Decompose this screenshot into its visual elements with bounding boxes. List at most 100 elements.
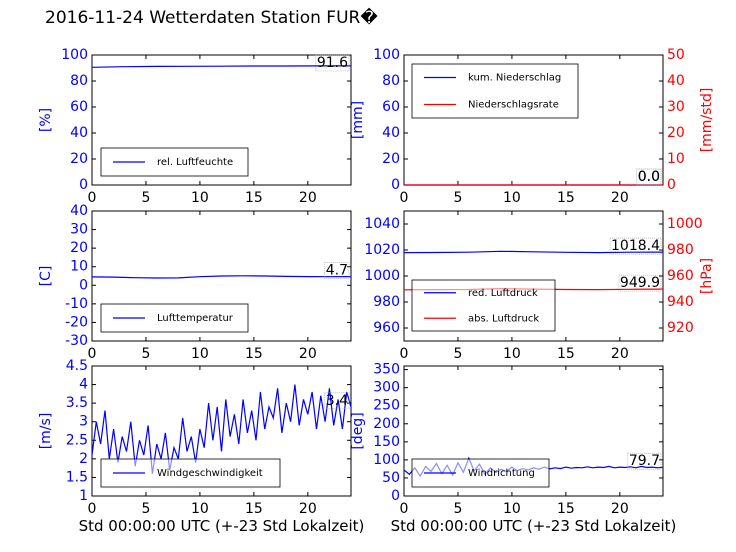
y-tick-label: 20 — [70, 151, 88, 167]
y-tick-label: 1020 — [364, 242, 400, 258]
value-label-box — [324, 262, 350, 279]
y-tick-label: 980 — [373, 294, 400, 310]
legend-entry: kum. Niederschlag — [468, 73, 561, 84]
y-tick-label: 960 — [373, 320, 400, 336]
x-tick-label: 10 — [503, 501, 521, 517]
x-tick-label: 0 — [88, 501, 97, 517]
x-tick-label: 0 — [400, 190, 409, 206]
chart-pressure: 0 5 10 15 20 960 980 1000 1020 1040 920 940 960 980 10… — [364, 210, 715, 362]
y2-tick-label: 960 — [667, 268, 694, 284]
y2-tick-label: 1000 — [667, 216, 703, 232]
x-tick-label: 5 — [141, 346, 150, 362]
x-tick-label: 5 — [453, 501, 462, 517]
value-label-box — [609, 237, 662, 255]
y-tick-label: 4.5 — [66, 358, 88, 374]
plot-frame — [403, 365, 664, 497]
x-tick-label: 0 — [400, 501, 409, 517]
legend-box — [411, 63, 579, 119]
y-tick-label: 50 — [382, 470, 400, 486]
x-tick-label: 20 — [299, 346, 317, 362]
y-tick-label: 1040 — [364, 216, 400, 232]
last-value-label: 3.4 — [326, 393, 348, 409]
y-tick-label: 10 — [70, 259, 88, 275]
x-tick-label: 0 — [88, 346, 97, 362]
x-axis-label: Std 00:00:00 UTC (+-23 Std Lokalzeit) — [391, 517, 677, 535]
y2-axis-label: [mm/std] — [699, 88, 715, 153]
y-tick-label: 1000 — [364, 268, 400, 284]
chart-humidity: 0 5 10 15 20 0 20 40 60 80 100 [%] rel. Luftfeuchte 9… — [38, 47, 352, 206]
y-tick-label: 80 — [382, 73, 400, 89]
plot-frame — [91, 365, 352, 497]
plot-frame — [91, 210, 352, 342]
x-tick-label: 0 — [88, 190, 97, 206]
x-tick-label: 15 — [245, 501, 263, 517]
y2-tick-label: 940 — [667, 294, 694, 310]
series-line-0 — [91, 65, 351, 68]
y-tick-label: 20 — [382, 151, 400, 167]
legend-entry: red. Luftdruck — [468, 288, 538, 299]
y-tick-label: 300 — [373, 380, 400, 396]
y-tick-label: 1 — [79, 488, 88, 504]
x-tick-label: 20 — [299, 190, 317, 206]
y-tick-label: 3.5 — [66, 395, 88, 411]
y-tick-label: 1.5 — [66, 469, 88, 485]
y-axis-label: [deg] — [350, 412, 366, 449]
y-tick-label: 350 — [373, 362, 400, 378]
last-value-label-2: 949.9 — [620, 275, 660, 291]
y-tick-label: 40 — [70, 125, 88, 141]
x-tick-label: 15 — [557, 501, 575, 517]
y-tick-label: 100 — [61, 47, 88, 63]
y-tick-label: 0 — [79, 177, 88, 193]
chart-temperature: 0 5 10 15 20 -30 -20 -10 0 10 20 30 40 [C] Lufttempera… — [38, 203, 352, 362]
x-tick-label: 10 — [191, 190, 209, 206]
x-tick-label: 15 — [557, 346, 575, 362]
page-title: 2016-11-24 Wetterdaten Station FUR� — [45, 8, 378, 28]
y2-tick-label: 20 — [667, 125, 685, 141]
legend-entry: Windgeschwindigkeit — [157, 468, 263, 479]
value-label-box — [636, 168, 662, 186]
y-tick-label: 40 — [70, 203, 88, 219]
x-tick-label: 5 — [141, 190, 150, 206]
x-tick-label: 15 — [245, 346, 263, 362]
y-tick-label: 2 — [79, 451, 88, 467]
y2-tick-label: 920 — [667, 320, 694, 336]
plot-frame — [91, 54, 352, 186]
y-axis-label: [%] — [38, 108, 54, 132]
y2-tick-label: 0 — [667, 177, 676, 193]
legend-entry: rel. Luftfeuchte — [157, 157, 233, 168]
legend-entry: Niederschlagsrate — [468, 100, 559, 111]
y2-tick-label: 40 — [667, 73, 685, 89]
y-tick-label: 150 — [373, 434, 400, 450]
x-tick-label: 10 — [503, 346, 521, 362]
y-tick-label: 200 — [373, 416, 400, 432]
value-label-box — [618, 274, 662, 292]
x-tick-label: 20 — [611, 501, 629, 517]
y-tick-label: 60 — [382, 99, 400, 115]
x-axis-label: Std 00:00:00 UTC (+-23 Std Lokalzeit) — [79, 517, 365, 535]
y-tick-label: -10 — [65, 296, 88, 312]
y-tick-label: -30 — [65, 333, 88, 349]
series-line-0 — [403, 250, 664, 254]
last-value-label: 1018.4 — [611, 238, 660, 254]
x-tick-label: 5 — [141, 501, 150, 517]
legend-entry: abs. Luftdruck — [468, 313, 539, 324]
last-value-label-2: 0.0 — [638, 169, 660, 185]
y-tick-label: 3 — [79, 414, 88, 430]
y-tick-label: 80 — [70, 73, 88, 89]
x-tick-label: 5 — [453, 346, 462, 362]
chart-wind_speed: 0 5 10 15 20 1 1.5 2 2.5 3 3.5 4 4.5 [m/s] Std 00:00:0… — [38, 358, 364, 535]
y-tick-label: 20 — [70, 240, 88, 256]
last-value-label: 79.7 — [629, 453, 660, 469]
chart-precipitation: 0 5 10 15 20 0 20 40 60 80 100 0 10 20 30 40 50 [mm/std] [… — [350, 47, 715, 206]
y-axis-label: [mm] — [350, 101, 366, 139]
value-label-box — [324, 392, 350, 410]
x-tick-label: 20 — [611, 346, 629, 362]
y-axis-label: [m/s] — [38, 413, 54, 450]
y-tick-label: 250 — [373, 398, 400, 414]
y-tick-label: 2.5 — [66, 432, 88, 448]
y-tick-label: 100 — [373, 452, 400, 468]
y2-tick-label: 50 — [667, 47, 685, 63]
y-tick-label: 0 — [79, 277, 88, 293]
